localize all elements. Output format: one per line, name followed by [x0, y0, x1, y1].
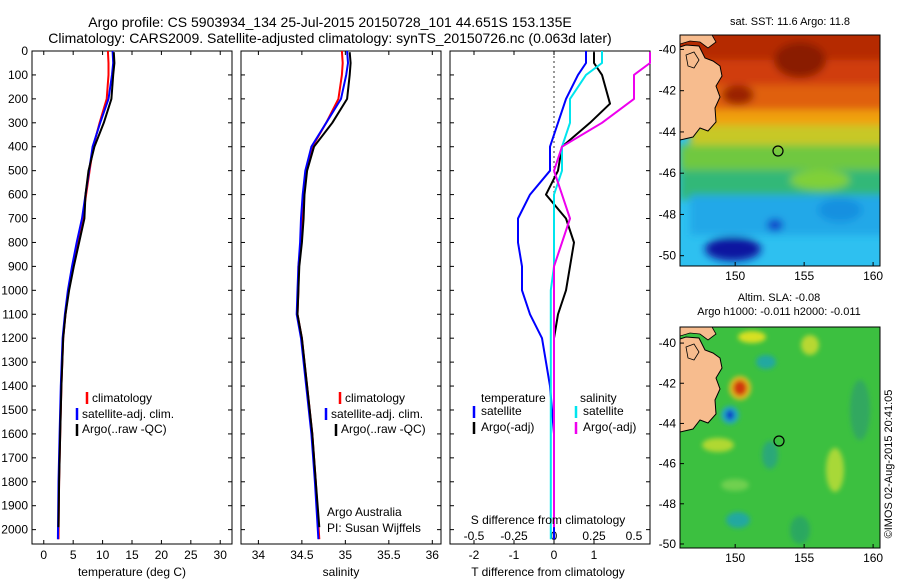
map-y-tick-label: -42 — [659, 84, 677, 98]
sst-argo-location-marker — [772, 145, 784, 157]
legend-head-salinity: salinity — [580, 391, 617, 405]
map-y-tick-label: -40 — [659, 336, 677, 350]
sla-argo-location-marker — [773, 435, 785, 447]
legend-label-sal-argo: Argo(-adj) — [583, 420, 636, 434]
x-tick-label: -1 — [509, 548, 520, 562]
map-x-tick-label: 155 — [794, 551, 814, 565]
map-y-tick-label: -42 — [659, 376, 677, 390]
legend-label-argo: Argo(..raw -QC) — [82, 422, 167, 436]
figure-title-line2: Climatology: CARS2009. Satellite-adjuste… — [48, 30, 612, 46]
series-line-salinity-argo-adj — [553, 52, 651, 528]
salinity-xlabel: salinity — [323, 565, 360, 579]
y-tick-label: 300 — [8, 116, 28, 130]
x-tick-label: 25 — [184, 548, 198, 562]
x-tick-label: 20 — [155, 548, 169, 562]
x2-tick-label: -0.25 — [500, 529, 528, 543]
x-tick-label: 30 — [214, 548, 228, 562]
y-tick-label: 1600 — [1, 427, 28, 441]
series-line-argo-raw-qc — [57, 52, 116, 528]
x-tick-label: 34 — [252, 548, 266, 562]
x-tick-label: 35 — [339, 548, 353, 562]
difference-axes: -2 -1 0 1-0.5 -0.25 0 0.25 0.5 T difference fro… — [449, 50, 651, 579]
x-tick-label: 1 — [591, 548, 598, 562]
map-y-tick-label: -50 — [659, 249, 677, 263]
x-tick-label: 15 — [125, 548, 139, 562]
legend-label-sal-satellite: satellite — [583, 404, 624, 418]
y-tick-label: 1500 — [1, 403, 28, 417]
y-tick-label: 1800 — [1, 475, 28, 489]
credit-org: Argo Australia — [327, 505, 402, 519]
s-difference-xlabel: S difference from climatology — [471, 513, 626, 527]
x-tick-label: 5 — [70, 548, 77, 562]
series-line-argo-raw-qc — [296, 52, 352, 528]
y-tick-label: 800 — [8, 235, 28, 249]
y-tick-label: 900 — [8, 259, 28, 273]
x2-tick-label: 0.5 — [626, 529, 643, 543]
map-x-tick-label: 150 — [725, 551, 745, 565]
x-tick-label: 35.5 — [377, 548, 401, 562]
x-tick-label: 0 — [40, 548, 47, 562]
legend-label-climatology-sal: climatology — [345, 391, 405, 405]
t-difference-xlabel: T difference from climatology — [471, 565, 625, 579]
y-tick-label: 100 — [8, 68, 28, 82]
map-y-tick-label: -50 — [659, 537, 677, 551]
x2-tick-label: 0.25 — [582, 529, 606, 543]
imos-timestamp: ©IMOS 02-Aug-2015 20:41:05 — [883, 390, 895, 539]
y-tick-label: 1000 — [1, 283, 28, 297]
y-tick-label: 1300 — [1, 355, 28, 369]
y-tick-label: 1200 — [1, 331, 28, 345]
map-x-tick-label: 160 — [863, 551, 883, 565]
y-tick-label: 0 — [21, 44, 28, 58]
salinity-legend: climatology satellite-adj. clim. Argo(..… — [324, 391, 426, 535]
legend-label-temp-satellite: satellite — [481, 404, 522, 418]
legend-label-satellite-sal: satellite-adj. clim. — [331, 407, 423, 421]
y-tick-label: 400 — [8, 140, 28, 154]
map-y-tick-label: -46 — [659, 457, 677, 471]
series-line-salinity-satellite — [549, 51, 603, 540]
map-y-tick-label: -48 — [659, 497, 677, 511]
temperature-xlabel: temperature (deg C) — [78, 565, 186, 579]
legend-head-temperature: temperature — [481, 391, 546, 405]
y-tick-label: 1700 — [1, 451, 28, 465]
sst-map-title: sat. SST: 11.6 Argo: 11.8 — [730, 16, 850, 28]
y-tick-label: 500 — [8, 164, 28, 178]
temperature-axes: 0 5 10 15 20 25 300100200300400500600700800900… — [1, 44, 233, 579]
x-tick-label: -2 — [469, 548, 480, 562]
sla-map-title-line1: Altim. SLA: -0.08 — [738, 292, 821, 304]
y-tick-label: 1400 — [1, 379, 28, 393]
map-y-tick-label: -46 — [659, 166, 677, 180]
figure-title-line1: Argo profile: CS 5903934_134 25-Jul-2015… — [88, 14, 572, 30]
temperature-legend: climatology satellite-adj. clim. Argo(..… — [75, 391, 174, 436]
legend-label-argo-sal: Argo(..raw -QC) — [341, 422, 426, 436]
sla-map-title-line2: Argo h1000: -0.011 h2000: -0.011 — [697, 306, 861, 318]
y-tick-label: 1100 — [2, 307, 28, 321]
y-tick-label: 1900 — [1, 499, 28, 513]
x2-tick-label: -0.5 — [464, 529, 485, 543]
x-tick-label: 10 — [96, 548, 110, 562]
y-tick-label: 700 — [8, 212, 28, 226]
legend-label-temp-argo: Argo(-adj) — [481, 420, 534, 434]
map-x-tick-label: 150 — [725, 269, 745, 283]
map-x-tick-label: 155 — [794, 269, 814, 283]
legend-label-climatology: climatology — [92, 391, 152, 405]
map-y-tick-label: -48 — [659, 207, 677, 221]
sla-map: Altim. SLA: -0.08 Argo h1000: -0.011 h20… — [659, 292, 884, 565]
sst-map: sat. SST: 11.6 Argo: 11.8 — [659, 16, 884, 283]
x-tick-label: 34.5 — [290, 548, 314, 562]
y-tick-label: 2000 — [1, 523, 28, 537]
map-y-tick-label: -44 — [659, 416, 677, 430]
salinity-axes: 34 34.5 35 35.5 36 salinity — [240, 50, 442, 579]
legend-label-satellite: satellite-adj. clim. — [82, 407, 174, 421]
x-tick-label: 36 — [426, 548, 440, 562]
map-x-tick-label: 160 — [863, 269, 883, 283]
y-tick-label: 600 — [8, 188, 28, 202]
map-y-tick-label: -40 — [659, 42, 677, 56]
map-y-tick-label: -44 — [659, 125, 677, 139]
difference-legend: temperature salinity satellite satellite… — [472, 391, 636, 434]
credit-pi: PI: Susan Wijffels — [327, 521, 421, 535]
y-tick-label: 200 — [8, 92, 28, 106]
x-tick-label: 0 — [551, 548, 558, 562]
